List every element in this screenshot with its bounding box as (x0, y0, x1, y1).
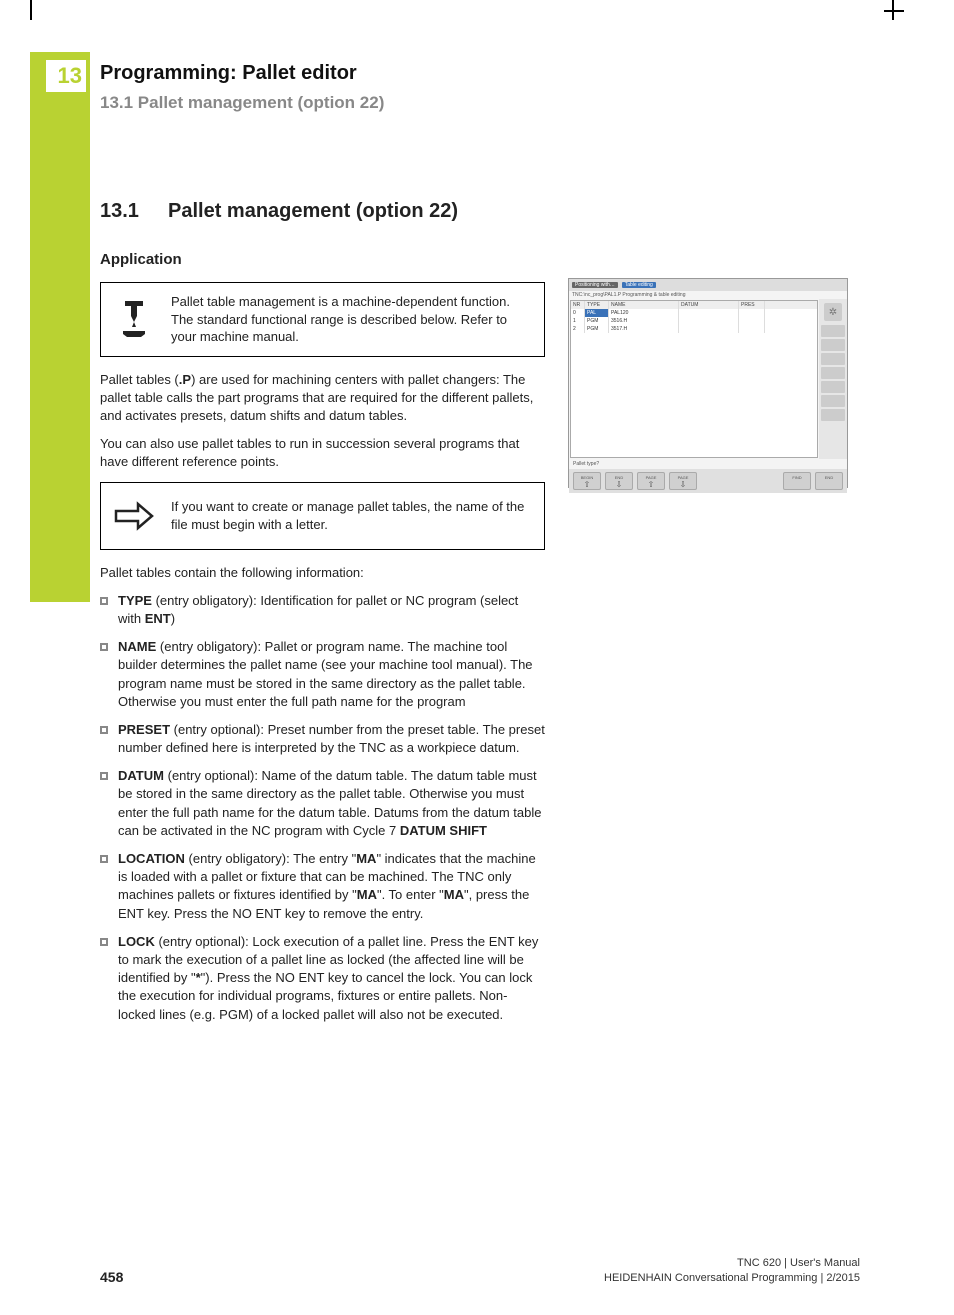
arrow-icon (111, 493, 157, 539)
gear-icon: ✲ (824, 303, 842, 321)
page-number: 458 (100, 1269, 123, 1285)
list-item: DATUM (entry optional): Name of the datu… (100, 767, 545, 840)
softkey[interactable]: FIND (783, 472, 811, 490)
crop-mark (30, 0, 32, 20)
list-item: PRESET (entry optional): Preset number f… (100, 721, 545, 757)
paragraph: Pallet tables (.P) are used for machinin… (100, 371, 545, 426)
mode-badge: Positioning with… (572, 282, 618, 288)
list-item: LOCATION (entry obligatory): The entry "… (100, 850, 545, 923)
list-item: NAME (entry obligatory): Pallet or progr… (100, 638, 545, 711)
running-head-subtitle: 13.1 Pallet management (option 22) (100, 93, 860, 113)
side-tab (30, 52, 90, 602)
crop-mark (884, 10, 904, 12)
sub-heading: Application (100, 251, 545, 268)
list-item: TYPE (entry obligatory): Identification … (100, 592, 545, 628)
footer-text: TNC 620 | User's Manual HEIDENHAIN Conve… (604, 1256, 860, 1285)
note-text: If you want to create or manage pallet t… (171, 498, 532, 533)
running-head-title: Programming: Pallet editor (100, 62, 860, 85)
list-item: LOCK (entry optional): Lock execution of… (100, 933, 545, 1024)
paragraph: Pallet tables contain the following info… (100, 564, 545, 582)
machine-icon (111, 296, 157, 342)
softkey-bar: BEGIN⇧ END⇩ PAGE⇧ PAGE⇩ FIND END (569, 469, 847, 493)
softkey[interactable]: BEGIN⇧ (573, 472, 601, 490)
breadcrumb: TNC:\nc_prog\PAL1.P Programming & table … (569, 291, 847, 299)
softkey[interactable]: END (815, 472, 843, 490)
note-box-machine: Pallet table management is a machine-dep… (100, 282, 545, 357)
note-text: Pallet table management is a machine-dep… (171, 293, 532, 346)
mode-badge: Table editing (622, 282, 656, 288)
softkey[interactable]: PAGE⇩ (669, 472, 697, 490)
paragraph: You can also use pallet tables to run in… (100, 435, 545, 471)
status-line: Pallet type? (569, 459, 847, 469)
softkey[interactable]: END⇩ (605, 472, 633, 490)
section-heading: 13.1Pallet management (option 22) (100, 200, 545, 223)
note-box-arrow: If you want to create or manage pallet t… (100, 482, 545, 550)
pallet-table: NRTYPENAMEDATUMPRES 0PALPAL120 1PGM3516.… (570, 300, 818, 458)
softkey[interactable]: PAGE⇧ (637, 472, 665, 490)
screenshot-figure: Positioning with… Table editing TNC:\nc_… (568, 278, 848, 488)
chapter-number: 13 (46, 60, 86, 92)
